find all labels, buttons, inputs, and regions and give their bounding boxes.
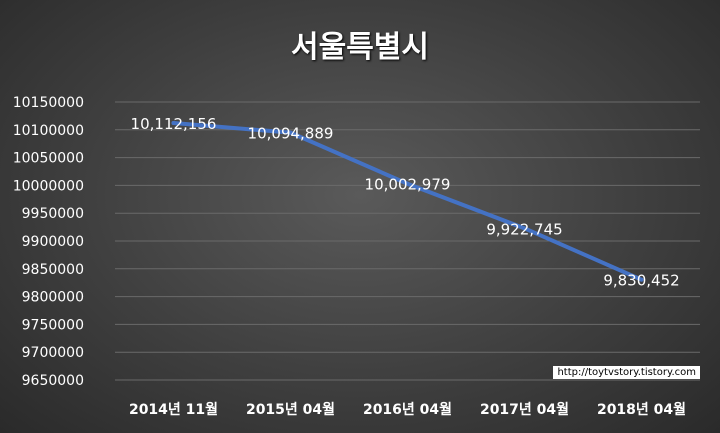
y-tick-label: 9900000 bbox=[22, 234, 84, 250]
data-point bbox=[405, 181, 410, 186]
y-tick-label: 9850000 bbox=[22, 262, 84, 278]
data-point bbox=[639, 277, 644, 282]
x-tick-label: 2016년 04월 bbox=[363, 401, 452, 418]
data-label: 10,002,979 bbox=[365, 176, 451, 194]
data-point bbox=[171, 121, 176, 126]
y-tick-label: 9700000 bbox=[22, 345, 84, 361]
y-tick-label: 9800000 bbox=[22, 290, 84, 306]
series-line bbox=[171, 121, 644, 282]
data-label: 10,112,156 bbox=[131, 115, 217, 133]
y-tick-label: 10100000 bbox=[13, 123, 84, 139]
x-tick-label: 2018년 04월 bbox=[597, 401, 686, 418]
y-tick-label: 9750000 bbox=[22, 317, 84, 333]
data-point bbox=[522, 226, 527, 231]
y-tick-label: 9650000 bbox=[22, 373, 84, 389]
data-label: 9,922,745 bbox=[486, 220, 562, 238]
y-tick-label: 10150000 bbox=[13, 95, 84, 111]
x-tick-label: 2014년 11월 bbox=[129, 401, 218, 418]
x-tick-label: 2015년 04월 bbox=[246, 401, 335, 418]
y-tick-label: 10000000 bbox=[13, 178, 84, 194]
data-point bbox=[288, 130, 293, 135]
data-label: 9,830,452 bbox=[603, 272, 679, 290]
x-tick-label: 2017년 04월 bbox=[480, 401, 569, 418]
y-tick-label: 10050000 bbox=[13, 151, 84, 167]
watermark-url: http://toytvstory.tistory.com bbox=[553, 366, 700, 379]
chart-title: 서울특별시 bbox=[291, 30, 429, 65]
y-tick-label: 9950000 bbox=[22, 206, 84, 222]
data-label: 10,094,889 bbox=[248, 125, 334, 143]
